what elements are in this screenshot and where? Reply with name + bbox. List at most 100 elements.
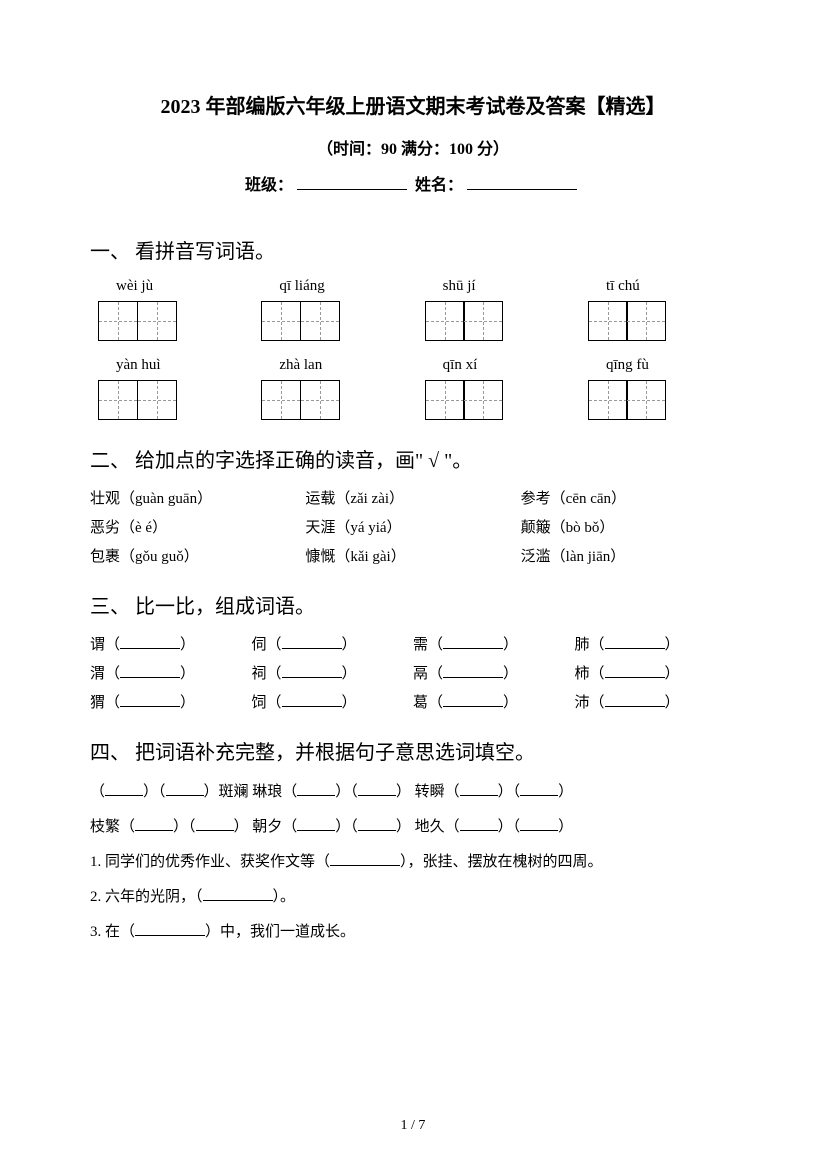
- fill-blank[interactable]: [330, 865, 400, 866]
- fill-blank[interactable]: [120, 648, 180, 649]
- pinyin-label: wèi jù: [98, 278, 238, 295]
- char-box-pair: [588, 380, 728, 420]
- class-blank[interactable]: [297, 189, 407, 190]
- q2-item: 泛滥（làn jiān）: [521, 545, 736, 566]
- fill-blank[interactable]: [105, 795, 143, 796]
- fill-blank[interactable]: [120, 706, 180, 707]
- fill-blank[interactable]: [605, 706, 665, 707]
- subtitle-suffix: 分）: [473, 141, 509, 158]
- q2-item: 参考（cēn cān）: [521, 487, 736, 508]
- char-box[interactable]: [300, 301, 340, 341]
- pinyin-label: qīng fù: [588, 357, 728, 374]
- fill-blank[interactable]: [282, 706, 342, 707]
- char-box[interactable]: [425, 301, 465, 341]
- char-box[interactable]: [261, 380, 301, 420]
- q2-item: 包裹（gǒu guǒ）: [90, 545, 305, 566]
- section1-title: 一、 看拼音写词语。: [90, 235, 736, 264]
- char-box[interactable]: [137, 301, 177, 341]
- fill-blank[interactable]: [460, 830, 498, 831]
- class-label: 班级：: [245, 177, 293, 194]
- fill-blank[interactable]: [166, 795, 204, 796]
- q3-item: 肺（）: [575, 633, 737, 654]
- section3-title: 三、 比一比，组成词语。: [90, 590, 736, 619]
- subtitle: （时间：90 满分：100 分）: [90, 135, 736, 159]
- fill-blank[interactable]: [460, 795, 498, 796]
- q4-line-4: 2. 六年的光阴，（）。: [90, 884, 736, 911]
- fill-blank[interactable]: [196, 830, 234, 831]
- q2-item: 壮观（guàn guān）: [90, 487, 305, 508]
- q3-item: 猬（）: [90, 691, 252, 712]
- fill-blank[interactable]: [605, 677, 665, 678]
- char-box-pair: [261, 380, 401, 420]
- q3-row: 谓（） 伺（） 需（） 肺（）: [90, 633, 736, 654]
- pinyin-label: shū jí: [425, 278, 565, 295]
- pinyin-row-1: wèi jù qī liáng shū jí tī chú: [90, 278, 736, 295]
- score-value: 100: [449, 141, 473, 158]
- pinyin-row-2: yàn huì zhà lan qīn xí qīng fù: [90, 357, 736, 374]
- char-box-pair: [588, 301, 728, 341]
- q2-row: 壮观（guàn guān） 运载（zǎi zài） 参考（cēn cān）: [90, 487, 736, 508]
- q3-item: 伺（）: [252, 633, 414, 654]
- char-box[interactable]: [261, 301, 301, 341]
- pinyin-label: tī chú: [588, 278, 728, 295]
- section4-title: 四、 把词语补充完整，并根据句子意思选词填空。: [90, 736, 736, 765]
- char-box[interactable]: [137, 380, 177, 420]
- fill-blank[interactable]: [203, 900, 273, 901]
- fill-blank[interactable]: [443, 677, 503, 678]
- char-box-pair: [425, 301, 565, 341]
- q2-item: 颠簸（bò bǒ）: [521, 516, 736, 537]
- q3-item: 鬲（）: [413, 662, 575, 683]
- q4-line-5: 3. 在（）中，我们一道成长。: [90, 919, 736, 946]
- char-box[interactable]: [425, 380, 465, 420]
- box-row-1: [90, 301, 736, 341]
- box-row-2: [90, 380, 736, 420]
- char-box-pair: [98, 380, 238, 420]
- subtitle-prefix: （时间：: [317, 141, 381, 158]
- char-box-pair: [261, 301, 401, 341]
- char-box[interactable]: [588, 301, 628, 341]
- char-box[interactable]: [588, 380, 628, 420]
- q3-item: 柿（）: [575, 662, 737, 683]
- fill-blank[interactable]: [282, 677, 342, 678]
- name-blank[interactable]: [467, 189, 577, 190]
- q3-item: 饲（）: [252, 691, 414, 712]
- q2-item: 慷慨（kǎi gài）: [305, 545, 520, 566]
- pinyin-label: qī liáng: [261, 278, 401, 295]
- char-box[interactable]: [300, 380, 340, 420]
- fill-blank[interactable]: [282, 648, 342, 649]
- fill-blank[interactable]: [297, 795, 335, 796]
- q2-item: 恶劣（è é）: [90, 516, 305, 537]
- section2-title: 二、 给加点的字选择正确的读音，画" √ "。: [90, 444, 736, 473]
- q4-line-1: （）（）斑斓 琳琅（）（） 转瞬（）（）: [90, 779, 736, 806]
- char-box[interactable]: [98, 301, 138, 341]
- fill-blank[interactable]: [443, 706, 503, 707]
- subtitle-mid: 满分：: [397, 141, 449, 158]
- fill-blank[interactable]: [135, 935, 205, 936]
- q3-item: 葛（）: [413, 691, 575, 712]
- char-box[interactable]: [463, 301, 503, 341]
- char-box[interactable]: [98, 380, 138, 420]
- name-label: 姓名：: [415, 177, 463, 194]
- char-box[interactable]: [626, 380, 666, 420]
- fill-blank[interactable]: [605, 648, 665, 649]
- char-box-pair: [425, 380, 565, 420]
- pinyin-label: zhà lan: [261, 357, 401, 374]
- fill-blank[interactable]: [358, 830, 396, 831]
- q3-row: 猬（） 饲（） 葛（） 沛（）: [90, 691, 736, 712]
- fill-blank[interactable]: [120, 677, 180, 678]
- q2-item: 运载（zǎi zài）: [305, 487, 520, 508]
- q2-item: 天涯（yá yiá）: [305, 516, 520, 537]
- char-box-pair: [98, 301, 238, 341]
- fill-blank[interactable]: [520, 830, 558, 831]
- char-box[interactable]: [463, 380, 503, 420]
- fill-blank[interactable]: [443, 648, 503, 649]
- fill-blank[interactable]: [520, 795, 558, 796]
- fill-blank[interactable]: [358, 795, 396, 796]
- fill-blank[interactable]: [135, 830, 173, 831]
- q3-item: 祠（）: [252, 662, 414, 683]
- char-box[interactable]: [626, 301, 666, 341]
- q2-row: 恶劣（è é） 天涯（yá yiá） 颠簸（bò bǒ）: [90, 516, 736, 537]
- q4-line-3: 1. 同学们的优秀作业、获奖作文等（），张挂、摆放在槐树的四周。: [90, 849, 736, 876]
- pinyin-label: qīn xí: [425, 357, 565, 374]
- fill-blank[interactable]: [297, 830, 335, 831]
